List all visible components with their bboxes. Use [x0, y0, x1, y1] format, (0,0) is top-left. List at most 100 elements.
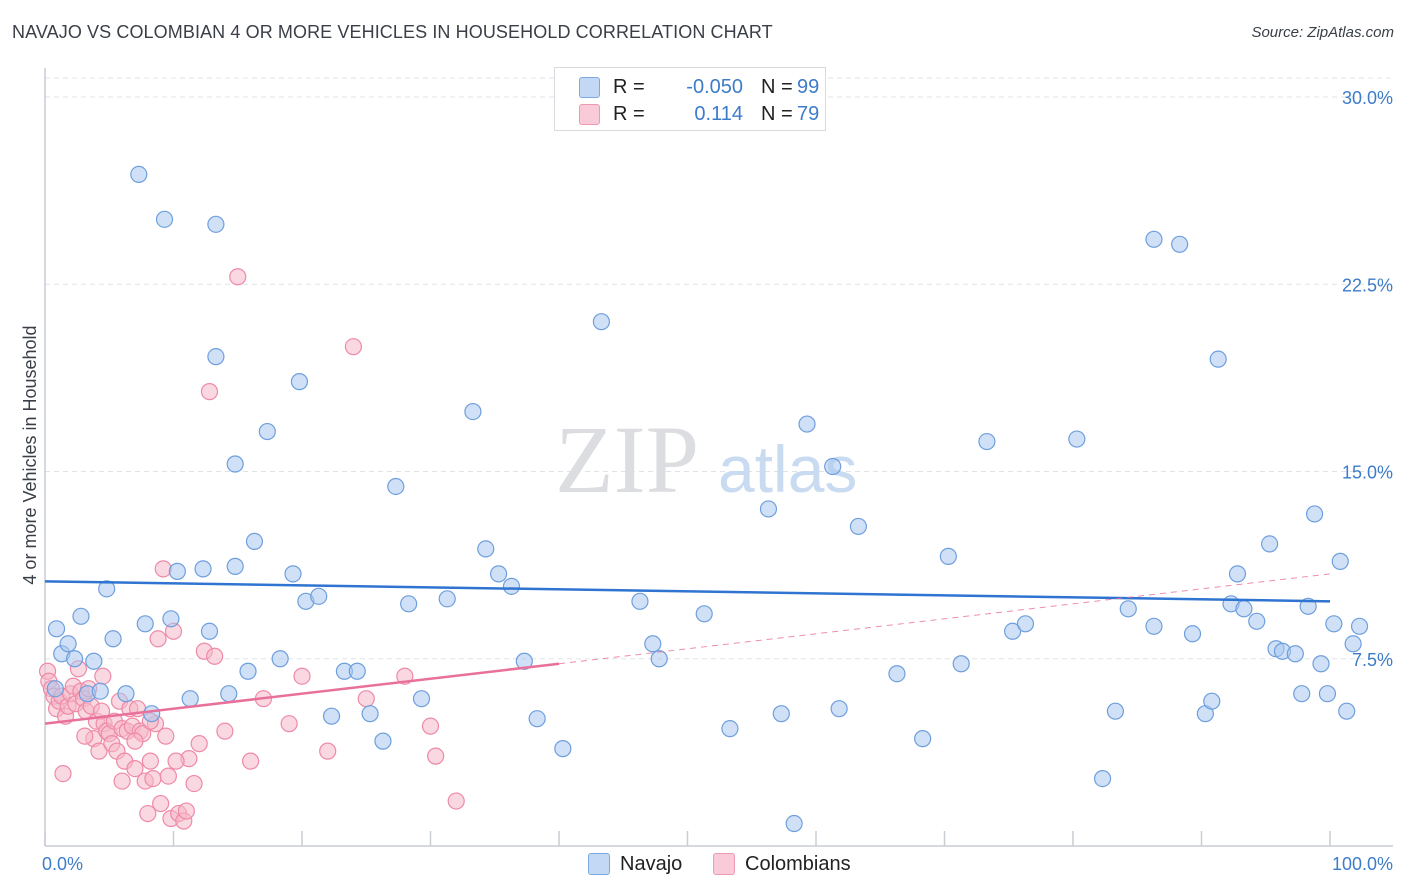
navajo-point: [181, 690, 199, 708]
source-label: Source: ZipAtlas.com: [1251, 24, 1394, 41]
navajo-point: [644, 635, 662, 653]
navajo-point: [490, 565, 508, 583]
navajo-swatch: [579, 77, 600, 98]
navajo-point: [1068, 430, 1086, 448]
navajo-point: [528, 710, 546, 728]
navajo-point: [322, 707, 341, 725]
navajo-point: [1171, 235, 1189, 253]
colombian-legend-icon: [713, 853, 735, 875]
chart-title: NAVAJO VS COLOMBIAN 4 OR MORE VEHICLES I…: [12, 22, 773, 42]
colombian-point: [185, 774, 203, 793]
colombian-point: [126, 760, 144, 778]
navajo-point: [226, 455, 244, 473]
navajo-point: [1145, 230, 1163, 248]
navajo-point: [1228, 565, 1247, 583]
navajo-point: [1293, 685, 1311, 703]
navajo-point: [98, 580, 116, 598]
navajo-point: [1093, 769, 1112, 788]
navajo-point: [631, 592, 649, 610]
navajo-point: [1318, 685, 1337, 703]
navajo-point: [477, 540, 495, 558]
navajo-point: [1344, 635, 1362, 653]
navajo-point: [46, 680, 64, 698]
colombian-point: [242, 752, 260, 770]
navajo-point: [361, 705, 379, 723]
navajo-point: [168, 562, 186, 580]
navajo-point: [798, 415, 816, 433]
navajo-point: [849, 517, 868, 536]
navajo-point: [143, 705, 161, 723]
navajo-points: [46, 165, 1369, 833]
y-tick-label: 22.5%: [1342, 275, 1393, 295]
colombian-point: [447, 792, 465, 810]
colombian-n-label: N =: [761, 103, 793, 125]
navajo-point: [47, 620, 66, 638]
y-tick-label: 15.0%: [1342, 463, 1393, 483]
navajo-point: [1235, 600, 1253, 618]
navajo-point: [1331, 552, 1349, 570]
colombian-point: [149, 630, 167, 648]
colombian-point: [90, 742, 108, 760]
colombian-point: [167, 752, 185, 770]
colombian-legend-label: Colombians: [745, 853, 851, 875]
colombian-n-value: 79: [797, 103, 820, 125]
navajo-point: [239, 662, 257, 680]
colombian-r-value: 0.114: [694, 103, 743, 125]
navajo-r-value: -0.050: [686, 76, 743, 98]
navajo-point: [438, 590, 456, 608]
navajo-n-label: N =: [761, 76, 793, 98]
navajo-point: [290, 373, 309, 391]
navajo-point: [1338, 702, 1356, 720]
tick-labels: 7.5% 15.0% 22.5% 30.0% 0.0% 100.0%: [42, 88, 1393, 874]
colombian-trend-extension: [558, 573, 1331, 665]
navajo-point: [888, 665, 906, 683]
trend-lines: [44, 573, 1331, 725]
navajo-point: [162, 610, 180, 628]
colombian-point: [427, 747, 445, 765]
navajo-point: [91, 682, 109, 700]
navajo-point: [721, 720, 739, 738]
navajo-point: [554, 740, 572, 758]
navajo-point: [914, 730, 932, 748]
navajo-point: [130, 165, 148, 183]
navajo-point: [194, 560, 212, 578]
navajo-point: [400, 595, 418, 613]
navajo-point: [207, 215, 225, 233]
colombian-point: [94, 667, 112, 685]
colombian-point: [206, 647, 224, 665]
navajo-point: [226, 557, 244, 575]
colombian-point: [144, 769, 162, 788]
navajo-point: [284, 565, 302, 583]
navajo-point: [258, 422, 276, 441]
navajo-point: [1248, 612, 1266, 630]
colombian-point: [139, 804, 157, 823]
navajo-point: [1350, 617, 1369, 635]
watermark-zip: ZIP: [555, 406, 699, 513]
y-tick-label: 30.0%: [1342, 88, 1393, 108]
navajo-point: [310, 587, 328, 605]
colombian-point: [152, 794, 170, 813]
colombian-point: [280, 715, 298, 733]
navajo-point: [785, 814, 803, 833]
navajo-point: [1312, 655, 1330, 673]
colombian-point: [200, 383, 219, 401]
navajo-point: [1106, 702, 1125, 720]
navajo-point: [978, 432, 996, 451]
colombian-points: [38, 268, 465, 830]
navajo-point: [72, 607, 90, 625]
colombian-point: [229, 268, 247, 286]
navajo-point: [117, 685, 135, 703]
navajo-point: [65, 650, 84, 668]
colombian-swatch: [579, 104, 600, 125]
navajo-point: [412, 690, 431, 708]
navajo-point: [104, 630, 122, 648]
navajo-point: [200, 622, 219, 640]
colombian-point: [126, 732, 144, 750]
navajo-point: [1286, 645, 1304, 663]
colombian-point: [154, 560, 172, 578]
navajo-point: [1183, 625, 1202, 643]
navajo-point: [271, 650, 289, 668]
navajo-point: [695, 605, 713, 623]
navajo-point: [348, 662, 366, 680]
